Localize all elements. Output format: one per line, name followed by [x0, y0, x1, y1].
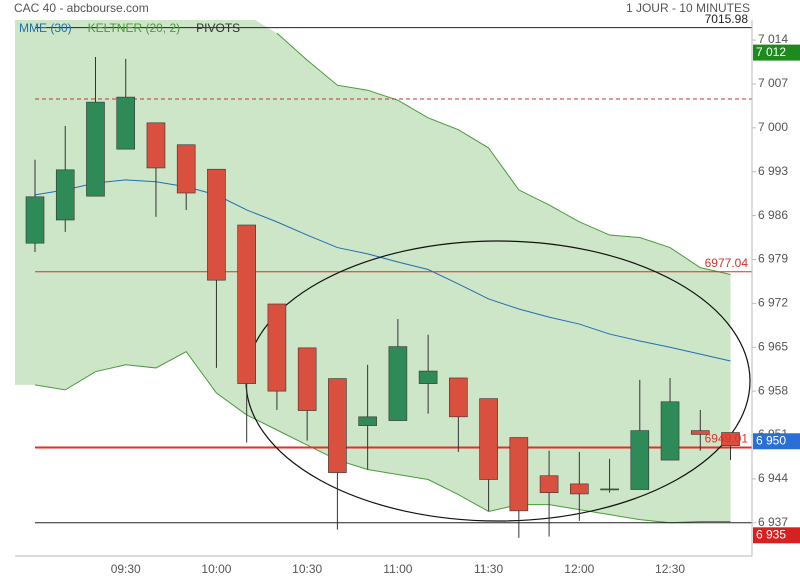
y-tick-label: 6 986	[758, 208, 788, 222]
candle-body	[388, 346, 408, 421]
candle-body	[86, 101, 105, 197]
keltner-lower	[34, 350, 731, 524]
x-tick-label: 12:30	[655, 562, 685, 576]
keltner-upper	[276, 32, 731, 276]
candle-body	[449, 377, 468, 418]
y-tick-label: 6 965	[758, 339, 788, 353]
candle-body	[297, 347, 317, 411]
legend-entry: KELTNER (20, 2)	[88, 21, 180, 35]
y-tick-label: 6 958	[758, 383, 788, 397]
y-tick-label: 6 937	[758, 515, 788, 529]
pivot-label: 6977.04	[705, 256, 749, 270]
candle-body	[267, 303, 287, 392]
price-tag-label: 6 935	[756, 527, 786, 541]
price-tag	[753, 44, 800, 61]
candle-body	[630, 430, 650, 490]
price-tag	[753, 433, 800, 450]
chart-subtitle: 1 JOUR - 10 MINUTES	[626, 1, 750, 15]
pivot-label: 6949.01	[705, 432, 749, 446]
candle-body	[328, 378, 347, 473]
y-tick-label: 6 979	[758, 252, 788, 266]
candle-body	[207, 168, 226, 281]
legend-entry: MME (30)	[19, 21, 72, 35]
candle-body	[721, 432, 740, 446]
candle-body	[237, 224, 256, 384]
legend-entry: PIVOTS	[196, 21, 240, 35]
candle-body	[176, 144, 196, 194]
candle-body	[570, 483, 589, 495]
mme-line	[34, 179, 731, 362]
candle-body	[146, 122, 166, 169]
x-tick-label: 10:00	[201, 562, 231, 576]
y-tick-label: 7 014	[758, 32, 788, 46]
candle-body	[600, 488, 619, 491]
candle-body	[358, 416, 377, 426]
candle-body	[690, 430, 710, 435]
candle-body	[539, 475, 559, 493]
x-tick-label: 11:00	[383, 562, 412, 576]
candle-body	[660, 401, 680, 461]
y-tick-label: 7 007	[758, 76, 788, 90]
x-tick-label: 12:00	[564, 562, 594, 576]
price-tag	[753, 527, 800, 544]
candle-body	[116, 96, 136, 150]
pivot-label: 7015.98	[705, 12, 749, 26]
y-tick-label: 6 972	[758, 296, 788, 310]
candle-body	[55, 169, 75, 221]
price-tag-label: 7 012	[756, 45, 786, 59]
y-tick-label: 7 000	[758, 120, 788, 134]
candle-body	[25, 196, 45, 244]
x-tick-label: 10:30	[292, 562, 322, 576]
candle-body	[479, 398, 498, 480]
x-tick-label: 09:30	[111, 562, 141, 576]
candle-body	[418, 370, 438, 384]
chart-title: CAC 40 - abcbourse.com	[14, 1, 149, 15]
y-tick-label: 6 944	[758, 471, 788, 485]
price-tag-label: 6 950	[756, 433, 786, 447]
x-tick-label: 11:30	[474, 562, 503, 576]
y-tick-label: 6 993	[758, 164, 788, 178]
candle-body	[509, 437, 529, 512]
